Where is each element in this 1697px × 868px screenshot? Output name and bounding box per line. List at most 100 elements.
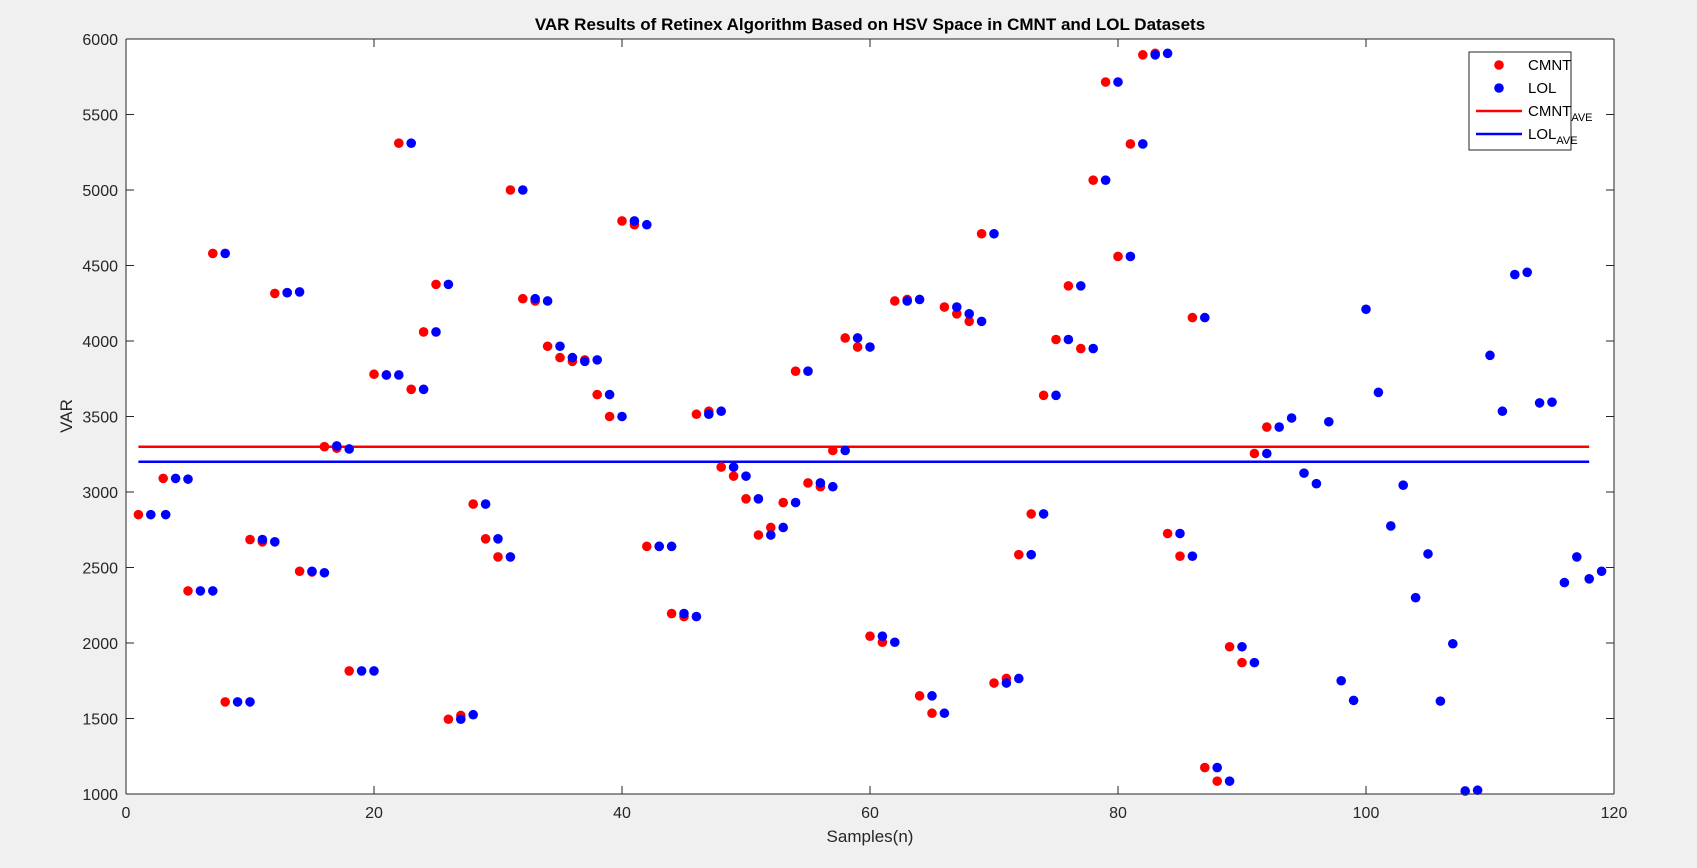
data-point-lol: [1038, 509, 1049, 519]
data-point-lol: [629, 216, 640, 226]
data-point-cmnt: [443, 714, 454, 725]
data-point-lol: [282, 287, 293, 298]
data-point-lol: [1559, 577, 1570, 588]
data-point-lol: [654, 541, 664, 552]
data-point-cmnt: [691, 409, 702, 420]
data-point-lol: [567, 352, 578, 363]
data-point-lol: [294, 287, 305, 297]
data-point-lol: [1187, 551, 1198, 561]
data-point-cmnt: [1237, 657, 1247, 668]
data-point-cmnt: [1175, 551, 1185, 561]
data-point-cmnt: [939, 302, 950, 312]
data-point-cmnt: [1200, 762, 1210, 773]
data-point-lol: [803, 366, 813, 377]
data-point-cmnt: [369, 369, 379, 380]
data-point-lol: [146, 509, 156, 520]
y-tick-label: 4000: [82, 334, 118, 351]
data-point-cmnt: [1063, 281, 1074, 291]
data-point-lol: [270, 537, 280, 547]
data-point-lol: [852, 333, 863, 343]
data-point-lol: [1534, 398, 1545, 408]
legend-label: CMNT: [1528, 57, 1571, 74]
data-point-lol: [1324, 416, 1334, 427]
data-point-lol: [406, 138, 417, 148]
data-point-cmnt: [1113, 251, 1123, 262]
data-point-lol: [542, 296, 553, 306]
data-point-lol: [840, 445, 850, 456]
data-point-lol: [1001, 678, 1012, 688]
data-point-lol: [989, 228, 999, 239]
data-point-lol: [1224, 776, 1235, 786]
data-point-lol: [1448, 638, 1458, 649]
data-point-cmnt: [741, 493, 751, 504]
data-point-lol: [518, 185, 528, 195]
data-point-lol: [1386, 521, 1396, 531]
data-point-lol: [877, 631, 888, 642]
data-point-lol: [1423, 549, 1433, 559]
y-tick-label: 2500: [82, 561, 118, 578]
data-point-lol: [1361, 304, 1371, 315]
data-point-lol: [642, 219, 652, 230]
data-point-cmnt: [753, 530, 764, 540]
data-point-lol: [418, 384, 429, 395]
chart-title: VAR Results of Retinex Algorithm Based o…: [535, 15, 1205, 34]
y-tick-label: 5000: [82, 183, 118, 200]
data-point-lol: [1262, 448, 1272, 459]
data-point-cmnt: [493, 552, 503, 562]
data-point-lol: [1200, 312, 1210, 323]
data-point-cmnt: [555, 352, 565, 363]
data-point-lol: [1138, 139, 1148, 149]
data-point-cmnt: [1262, 422, 1272, 432]
data-point-cmnt: [183, 586, 193, 596]
data-point-cmnt: [617, 216, 627, 226]
data-point-lol: [939, 708, 950, 719]
data-point-lol: [902, 296, 912, 306]
data-point-lol: [778, 522, 788, 533]
data-point-lol: [716, 406, 726, 417]
data-point-lol: [666, 541, 677, 552]
data-point-cmnt: [245, 534, 255, 545]
data-point-cmnt: [542, 341, 553, 352]
data-point-cmnt: [852, 342, 863, 352]
x-tick-label: 80: [1109, 805, 1127, 822]
data-point-lol: [753, 493, 764, 504]
x-tick-label: 40: [613, 805, 631, 822]
data-point-lol: [1596, 566, 1607, 577]
data-point-cmnt: [1026, 509, 1036, 519]
data-point-lol: [964, 309, 974, 319]
data-point-lol: [815, 478, 826, 488]
data-point-lol: [1299, 468, 1309, 478]
data-point-cmnt: [220, 697, 230, 707]
data-point-cmnt: [989, 678, 999, 688]
data-point-lol: [728, 462, 739, 472]
data-point-lol: [828, 481, 838, 492]
y-tick-label: 1500: [82, 712, 118, 729]
data-point-lol: [1212, 762, 1222, 773]
data-point-cmnt: [1249, 448, 1260, 459]
data-point-lol: [604, 389, 615, 400]
data-point-cmnt: [790, 366, 801, 377]
x-tick-label: 100: [1353, 805, 1380, 822]
data-point-lol: [245, 697, 255, 707]
legend-marker: [1494, 60, 1504, 70]
data-point-cmnt: [468, 499, 479, 509]
series-lol: [146, 48, 1607, 796]
data-point-lol: [332, 441, 342, 451]
data-point-cmnt: [1138, 50, 1148, 60]
data-point-cmnt: [865, 631, 875, 642]
data-point-cmnt: [1162, 528, 1173, 539]
data-point-lol: [865, 342, 875, 352]
data-point-cmnt: [1224, 641, 1235, 652]
data-point-lol: [160, 509, 171, 520]
data-point-lol: [1435, 696, 1446, 706]
y-tick-label: 1000: [82, 787, 118, 804]
data-point-lol: [257, 534, 268, 545]
data-point-lol: [381, 370, 392, 380]
data-point-lol: [1472, 785, 1483, 796]
data-point-cmnt: [1088, 175, 1098, 185]
data-point-cmnt: [518, 293, 528, 304]
data-point-lol: [232, 697, 243, 707]
legend-label-subscript: AVE: [1571, 112, 1592, 124]
data-point-lol: [1125, 251, 1136, 262]
